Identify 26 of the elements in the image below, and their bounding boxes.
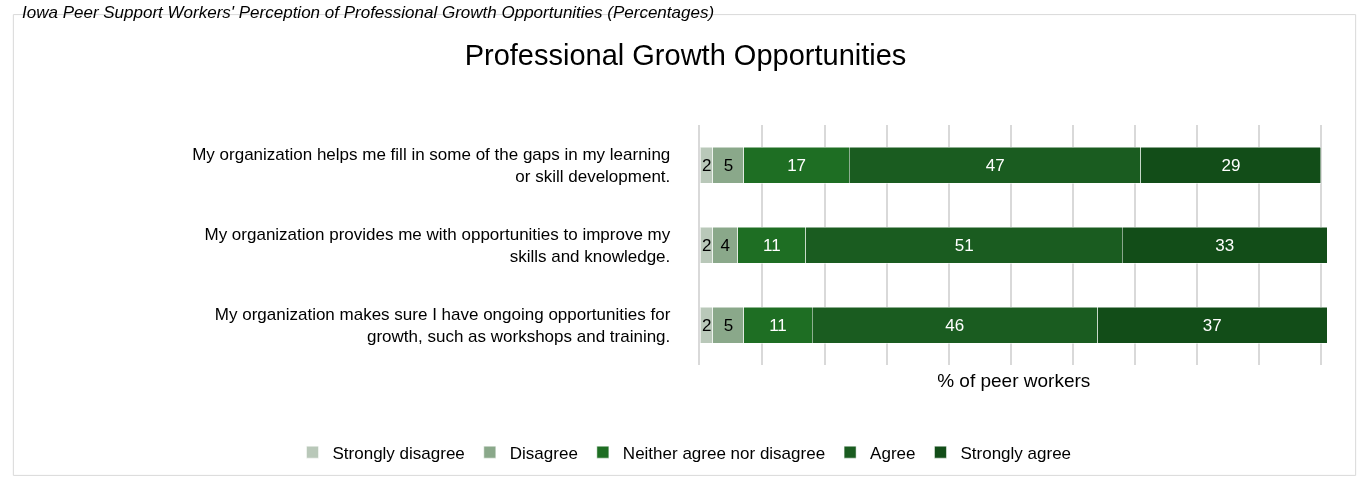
data-label: 4 (720, 235, 730, 255)
x-axis-title: % of peer workers (937, 369, 1091, 391)
y-tick-label: My organization helps me fill in some of the gaps in my learning or skill development. (192, 144, 671, 186)
data-label: 29 (1221, 155, 1241, 175)
data-label: 2 (701, 315, 712, 335)
legend-label: Agree (870, 443, 916, 463)
data-label: 47 (985, 155, 1005, 175)
data-label: 37 (1202, 315, 1222, 335)
data-label: 11 (769, 315, 787, 335)
data-label: 51 (954, 235, 974, 255)
data-label: 2 (701, 235, 712, 255)
y-tick-label: My organization makes sure I have ongoing opportunities for growth, such as workshops and training. (214, 304, 671, 346)
data-label: 17 (787, 155, 807, 175)
legend-label: Neither agree nor disagree (622, 443, 826, 463)
chart-title: Professional Growth Opportunities (464, 39, 907, 72)
data-label: 33 (1215, 235, 1235, 255)
data-label: 46 (945, 315, 965, 335)
legend-label: Disagree (509, 443, 578, 463)
legend-label: Strongly disagree (332, 443, 465, 463)
data-label: 2 (701, 155, 712, 175)
data-label: 5 (723, 315, 734, 335)
text: Iowa Peer Support Workers' Perception of Professional Growth Opportunities (Percentages) (22, 3, 715, 22)
y-tick-label: My organization provides me with opportunities to improve my skills and knowledge. (204, 224, 671, 266)
data-label: 5 (723, 155, 734, 175)
legend-label: Strongly agree (960, 443, 1072, 463)
data-label: 11 (762, 235, 781, 255)
